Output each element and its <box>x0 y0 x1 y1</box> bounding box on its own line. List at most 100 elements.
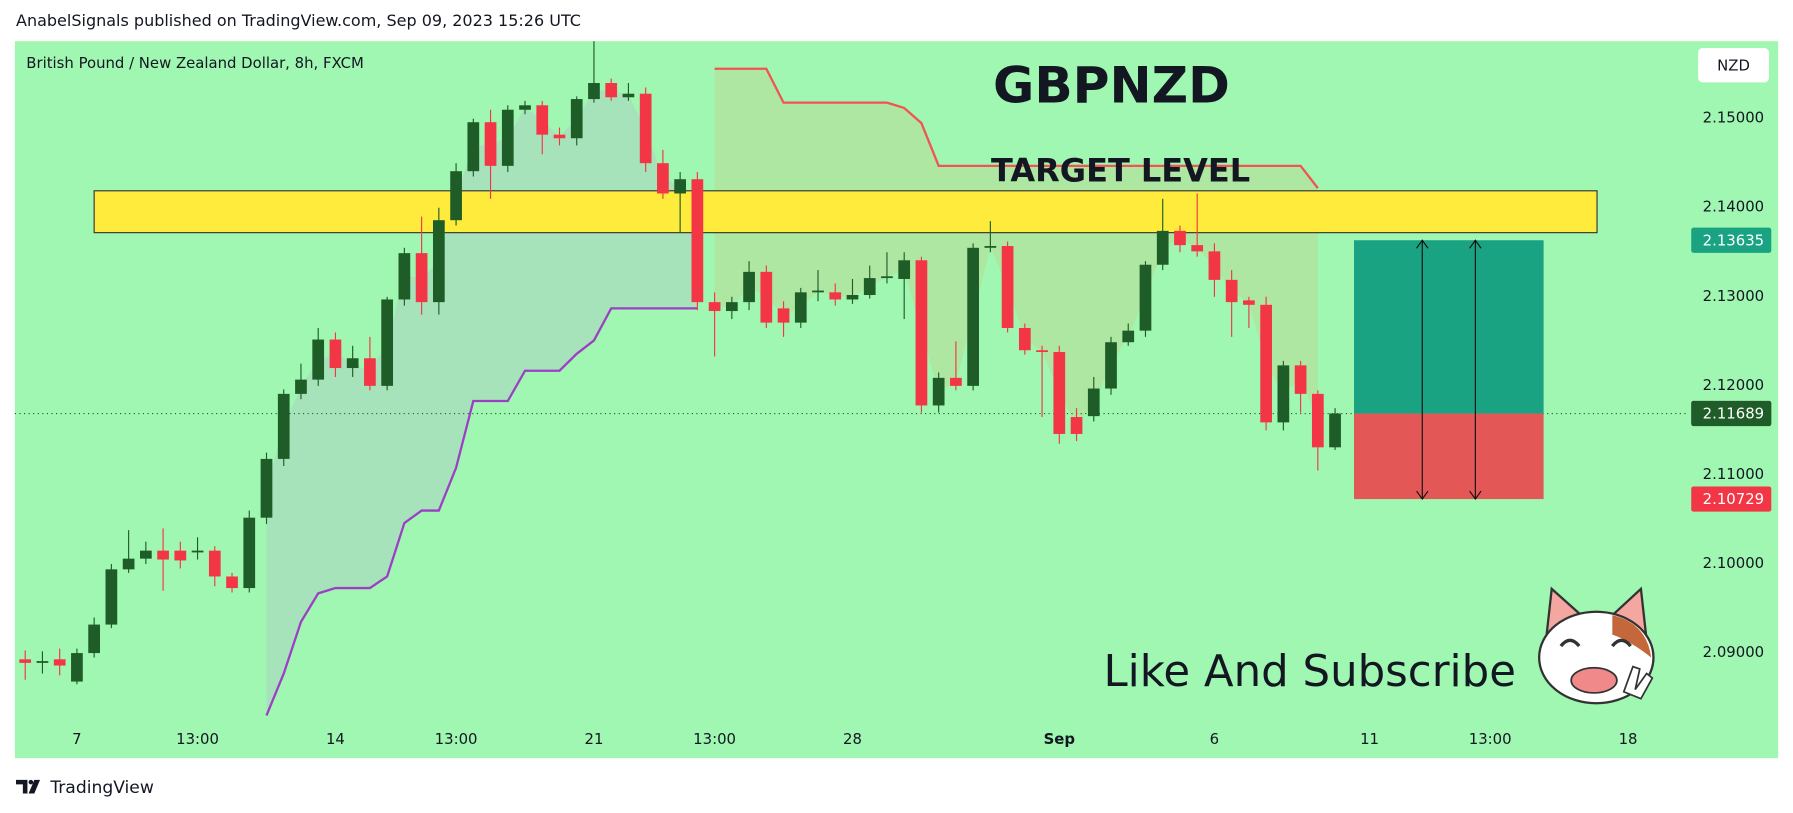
candle-body <box>312 339 325 380</box>
candle-body <box>139 550 152 559</box>
candle-body <box>415 253 428 303</box>
candle-body <box>1311 393 1324 448</box>
x-tick-label: 28 <box>843 730 862 748</box>
price-label: 2.10729 <box>1703 490 1764 508</box>
candle-body <box>53 659 66 666</box>
candle-body <box>208 550 221 577</box>
cat-sticker <box>1538 586 1655 705</box>
candle-body <box>329 339 342 369</box>
position-profit <box>1354 240 1544 414</box>
candle-body <box>657 163 669 194</box>
x-tick-label: 13:00 <box>176 730 219 748</box>
annotation: TARGET LEVEL <box>991 152 1250 190</box>
candle-body <box>450 171 462 221</box>
candle-body <box>1036 350 1048 353</box>
y-tick-label: 2.13000 <box>1703 287 1764 305</box>
price-label-box <box>1691 400 1772 427</box>
candle-body <box>1001 246 1014 328</box>
cat-mouth <box>1570 666 1618 694</box>
candle-body <box>846 295 859 300</box>
cat-patch <box>1612 615 1652 658</box>
arrow-head <box>1469 239 1482 249</box>
cat-eye <box>1610 638 1632 648</box>
candle-body <box>191 550 204 553</box>
candle-body <box>570 99 583 139</box>
candle-body <box>519 105 531 110</box>
position-loss <box>1354 413 1544 500</box>
candle-body <box>36 661 49 663</box>
candle-body <box>777 308 790 323</box>
candle-body <box>381 299 394 386</box>
candle-body <box>1208 251 1221 280</box>
candle-body <box>691 179 704 303</box>
resistance-zone <box>93 190 1598 234</box>
candle-body <box>1294 365 1307 394</box>
x-tick-label: 6 <box>1210 730 1219 748</box>
candle-body <box>105 569 118 625</box>
candle-body <box>1243 300 1255 305</box>
candle-body <box>829 292 842 300</box>
price-label-box <box>1691 227 1772 253</box>
candle-body <box>71 653 83 682</box>
candle-body <box>88 624 101 654</box>
candle-body <box>157 550 169 560</box>
candle-body <box>432 220 445 303</box>
candle-body <box>708 302 721 312</box>
candle-body <box>932 377 945 406</box>
x-tick-label: 21 <box>584 730 603 748</box>
x-tick-label: 7 <box>72 730 81 748</box>
chart-title: GBPNZD <box>993 56 1230 115</box>
supertrend-line <box>265 307 698 716</box>
x-tick-label: Sep <box>1044 730 1075 748</box>
y-tick-label: 2.11000 <box>1703 465 1764 483</box>
candle-body <box>588 83 600 100</box>
candle-body <box>622 93 635 98</box>
arrow-head <box>1416 490 1429 501</box>
candle-body <box>243 517 256 589</box>
candle-body <box>277 393 290 459</box>
candle-body <box>295 379 307 394</box>
logo-mark <box>16 779 41 794</box>
candle-body <box>364 358 376 386</box>
candle-body <box>743 271 755 303</box>
y-tick-label: 2.10000 <box>1703 554 1764 572</box>
currency-badge[interactable] <box>1698 48 1769 83</box>
y-tick-label: 2.12000 <box>1703 376 1764 394</box>
candle-body <box>881 276 893 279</box>
currency-label: NZD <box>1717 56 1750 74</box>
candle-body <box>260 458 273 518</box>
candle-body <box>553 134 566 139</box>
candle-body <box>1277 365 1290 423</box>
candle-body <box>1105 342 1117 389</box>
arrow-head <box>1469 490 1482 501</box>
annotation: Like And Subscribe <box>1103 647 1515 697</box>
price-label-box <box>1691 486 1772 512</box>
candle-body <box>967 247 979 386</box>
candle-body <box>1225 279 1238 303</box>
plot-area: 2.09000 2.10000 2.11000 2.12000 2.13000 2.140… <box>14 41 1772 748</box>
y-tick-label: 2.14000 <box>1703 198 1764 216</box>
x-tick-label: 18 <box>1619 730 1638 748</box>
candle-body <box>950 377 962 386</box>
candle-body <box>1156 230 1169 265</box>
x-tick-label: 14 <box>326 730 345 748</box>
candle-body <box>605 83 618 98</box>
candle-body <box>1122 330 1135 343</box>
price-label: 2.11689 <box>1703 405 1764 423</box>
footer-logo <box>16 779 41 794</box>
arrow-head <box>1416 239 1429 249</box>
price-label: 2.13635 <box>1703 231 1764 249</box>
x-tick-label: 13:00 <box>435 730 478 748</box>
y-tick-label: 2.09000 <box>1703 643 1764 661</box>
trend-fill <box>714 68 1318 426</box>
candle-body <box>898 260 911 279</box>
candle-body <box>639 93 652 164</box>
candle-body <box>1018 327 1031 351</box>
candle-body <box>1087 388 1100 417</box>
candle-body <box>674 179 686 194</box>
candle-body <box>1191 245 1204 252</box>
candle-body <box>1139 264 1152 331</box>
cat-hand <box>1622 665 1654 700</box>
